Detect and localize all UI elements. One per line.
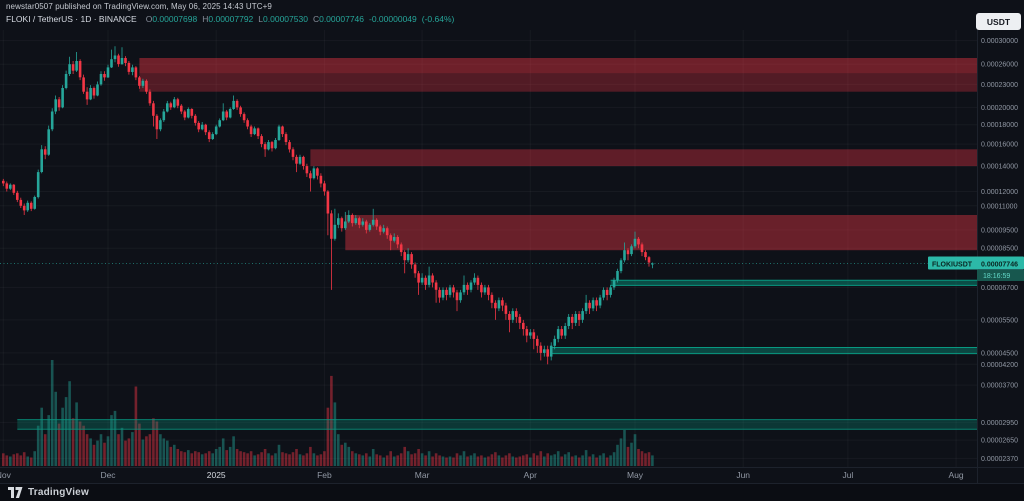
tradingview-logo-icon[interactable] — [8, 487, 23, 498]
svg-text:0.00006700: 0.00006700 — [981, 285, 1018, 292]
bar-countdown: 18:16:59 — [983, 273, 1010, 280]
svg-text:Dec: Dec — [100, 470, 116, 480]
svg-text:0.00009500: 0.00009500 — [981, 227, 1018, 234]
high-value: 0.00007792 — [208, 14, 254, 24]
svg-text:0.00018000: 0.00018000 — [981, 122, 1018, 129]
svg-text:Mar: Mar — [415, 470, 430, 480]
svg-text:0.00008500: 0.00008500 — [981, 246, 1018, 253]
svg-text:0.00020000: 0.00020000 — [981, 105, 1018, 112]
low-value: 0.00007530 — [263, 14, 308, 24]
svg-text:Jun: Jun — [736, 470, 750, 480]
publish-info: newstar0507 published on TradingView.com… — [6, 2, 272, 11]
candles-layer — [2, 46, 654, 365]
svg-text:0.00016000: 0.00016000 — [981, 142, 1018, 149]
svg-text:0.00002650: 0.00002650 — [981, 438, 1018, 445]
zone-resistance-upper-1 — [139, 58, 977, 74]
price-chart-canvas[interactable]: 0.00030000 0.00026000 0.00023000 0.00020000… — [0, 0, 1024, 483]
high-label: H — [202, 14, 209, 24]
publish-bar: newstar0507 published on TradingView.com… — [6, 2, 272, 11]
close-value: 0.00007746 — [319, 14, 365, 24]
zone-support-deep — [17, 419, 978, 430]
svg-text:0.00004500: 0.00004500 — [981, 350, 1018, 357]
change-value: -0.00000049 — [369, 14, 417, 24]
open-label: O — [145, 14, 153, 24]
svg-text:0.00011000: 0.00011000 — [981, 203, 1018, 210]
svg-text:0.00005500: 0.00005500 — [981, 317, 1018, 324]
svg-text:Aug: Aug — [949, 470, 964, 480]
svg-text:0.00023000: 0.00023000 — [981, 82, 1018, 89]
footer-bar: TradingView — [0, 483, 1024, 501]
svg-text:0.00002370: 0.00002370 — [981, 456, 1018, 463]
svg-text:0.00004200: 0.00004200 — [981, 362, 1018, 369]
zones-layer[interactable] — [17, 58, 978, 430]
grid-layer — [0, 30, 977, 467]
time-axis[interactable]: Nov Dec 2025 Feb Mar Apr May Jun Jul Aug — [0, 470, 964, 480]
volume-layer — [2, 360, 654, 466]
low-label: L — [258, 14, 264, 24]
zone-resistance-mid — [310, 149, 977, 167]
svg-text:0.00030000: 0.00030000 — [981, 38, 1018, 45]
svg-text:May: May — [627, 470, 644, 480]
zone-resistance-upper-2 — [139, 73, 977, 92]
price-label-value: 0.00007746 — [981, 261, 1018, 268]
svg-text:0.00026000: 0.00026000 — [981, 62, 1018, 69]
zone-support-mid — [551, 347, 977, 354]
svg-text:0.00012000: 0.00012000 — [981, 189, 1018, 196]
svg-text:Feb: Feb — [317, 470, 332, 480]
symbol-legend[interactable]: FLOKI / TetherUS · 1D · BINANCE O0.000076… — [6, 14, 454, 24]
tradingview-wordmark[interactable]: TradingView — [28, 487, 89, 498]
symbol-title[interactable]: FLOKI / TetherUS · 1D · BINANCE — [6, 14, 137, 24]
close-label: C — [312, 14, 320, 24]
zone-resistance-low — [345, 215, 977, 251]
change-percent: (-0.64%) — [421, 14, 455, 24]
price-axis[interactable]: 0.00030000 0.00026000 0.00023000 0.00020000… — [981, 38, 1018, 463]
svg-text:Apr: Apr — [524, 470, 537, 480]
open-value: 0.00007698 — [152, 14, 198, 24]
current-price-label: FLOKIUSDT 0.00007746 18:16:59 — [928, 256, 1024, 281]
svg-text:0.00014000: 0.00014000 — [981, 164, 1018, 171]
svg-text:Jul: Jul — [842, 470, 853, 480]
zone-support-near — [610, 280, 977, 286]
svg-text:0.00003700: 0.00003700 — [981, 383, 1018, 390]
price-label-symbol: FLOKIUSDT — [932, 261, 973, 268]
svg-text:Nov: Nov — [0, 470, 12, 480]
svg-text:2025: 2025 — [207, 470, 226, 480]
currency-toggle-button[interactable]: USDT — [976, 13, 1021, 30]
svg-text:0.00002950: 0.00002950 — [981, 420, 1018, 427]
